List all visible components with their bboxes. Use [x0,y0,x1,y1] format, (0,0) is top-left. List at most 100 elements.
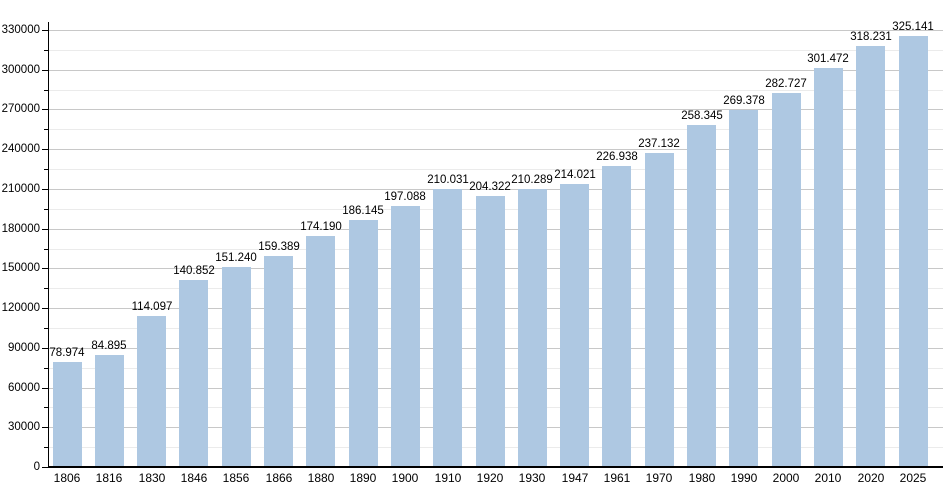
value-label-1910: 210.031 [427,174,469,186]
bar-1806 [53,362,82,467]
value-label-1920: 204.322 [469,181,511,193]
y-minor-tick [44,249,48,250]
bar-1970 [645,153,674,467]
y-minor-tick [44,328,48,329]
y-tick-label: 30000 [8,421,40,433]
minor-gridline [48,50,943,51]
x-tick-label-1930: 1930 [518,471,546,485]
value-label-1846: 140.852 [173,265,215,277]
bar-1961 [602,166,631,467]
x-tick-label-1980: 1980 [688,471,716,485]
bar-2000 [772,93,801,467]
bar-1816 [95,355,124,467]
value-label-1866: 159.389 [258,241,300,253]
value-label-1890: 186.145 [342,205,384,217]
bar-1990 [729,110,758,467]
y-minor-tick [44,209,48,210]
y-minor-tick [44,368,48,369]
y-major-tick [42,308,48,309]
y-tick-label: 240000 [1,143,40,155]
y-major-tick [42,70,48,71]
bar-1830 [137,316,166,467]
y-tick-label: 300000 [1,64,40,76]
x-tick-label-1920: 1920 [476,471,504,485]
bar-1980 [687,125,716,467]
bar-1900 [391,206,420,467]
value-label-1980: 258.345 [681,110,723,122]
y-major-tick [42,268,48,269]
bar-2020 [856,46,885,467]
value-label-2010: 301.472 [807,53,849,65]
x-tick-label-1890: 1890 [349,471,377,485]
major-gridline [48,109,943,110]
value-label-2020: 318.231 [850,31,892,43]
x-tick-label-1880: 1880 [307,471,335,485]
y-tick-label: 90000 [8,342,40,354]
bar-1930 [518,189,547,467]
y-major-tick [42,30,48,31]
value-label-2000: 282.727 [765,78,807,90]
y-minor-tick [44,90,48,91]
major-gridline [48,70,943,71]
y-major-tick [42,467,48,468]
bar-2010 [814,68,843,467]
x-tick-label-1856: 1856 [222,471,250,485]
value-label-1947: 214.021 [554,169,596,181]
bar-1846 [179,280,208,467]
bar-2025 [899,36,928,467]
value-label-1856: 151.240 [215,252,257,264]
x-tick-label-2020: 2020 [857,471,885,485]
minor-gridline [48,129,943,130]
y-minor-tick [44,50,48,51]
y-tick-label: 330000 [1,24,40,36]
y-major-tick [42,189,48,190]
bar-1890 [349,220,378,467]
x-tick-label-1910: 1910 [434,471,462,485]
bar-1856 [222,267,251,467]
x-tick-label-1990: 1990 [730,471,758,485]
x-tick-label-1846: 1846 [180,471,208,485]
y-major-tick [42,149,48,150]
minor-gridline [48,169,943,170]
x-axis-line [48,466,943,468]
value-label-1806: 78.974 [49,347,85,359]
y-major-tick [42,348,48,349]
major-gridline [48,30,943,31]
bar-1880 [306,236,335,467]
bar-1910 [433,189,462,467]
y-tick-label: 270000 [1,103,40,115]
value-label-1816: 84.895 [91,340,127,352]
x-tick-label-1970: 1970 [645,471,673,485]
y-tick-label: 120000 [1,302,40,314]
y-tick-label: 150000 [1,262,40,274]
y-tick-label: 180000 [1,223,40,235]
x-tick-label-1866: 1866 [265,471,293,485]
x-tick-label-1947: 1947 [561,471,589,485]
major-gridline [48,149,943,150]
major-gridline [48,189,943,190]
x-tick-label-2000: 2000 [772,471,800,485]
y-major-tick [42,427,48,428]
value-label-1961: 226.938 [596,151,638,163]
y-tick-label: 210000 [1,183,40,195]
x-tick-label-1816: 1816 [95,471,123,485]
x-tick-label-1806: 1806 [53,471,81,485]
bar-1866 [264,256,293,467]
y-major-tick [42,229,48,230]
minor-gridline [48,90,943,91]
y-minor-tick [44,447,48,448]
value-label-1830: 114.097 [131,301,173,313]
value-label-1900: 197.088 [384,191,426,203]
value-label-2025: 325.141 [892,21,934,33]
x-tick-label-2025: 2025 [899,471,927,485]
value-label-1930: 210.289 [511,174,553,186]
y-axis-line [48,22,49,468]
y-tick-label: 60000 [8,382,40,394]
y-minor-tick [44,129,48,130]
y-tick-label: 0 [33,461,40,473]
x-tick-label-1830: 1830 [138,471,166,485]
x-tick-label-1900: 1900 [391,471,419,485]
y-minor-tick [44,169,48,170]
y-minor-tick [44,407,48,408]
